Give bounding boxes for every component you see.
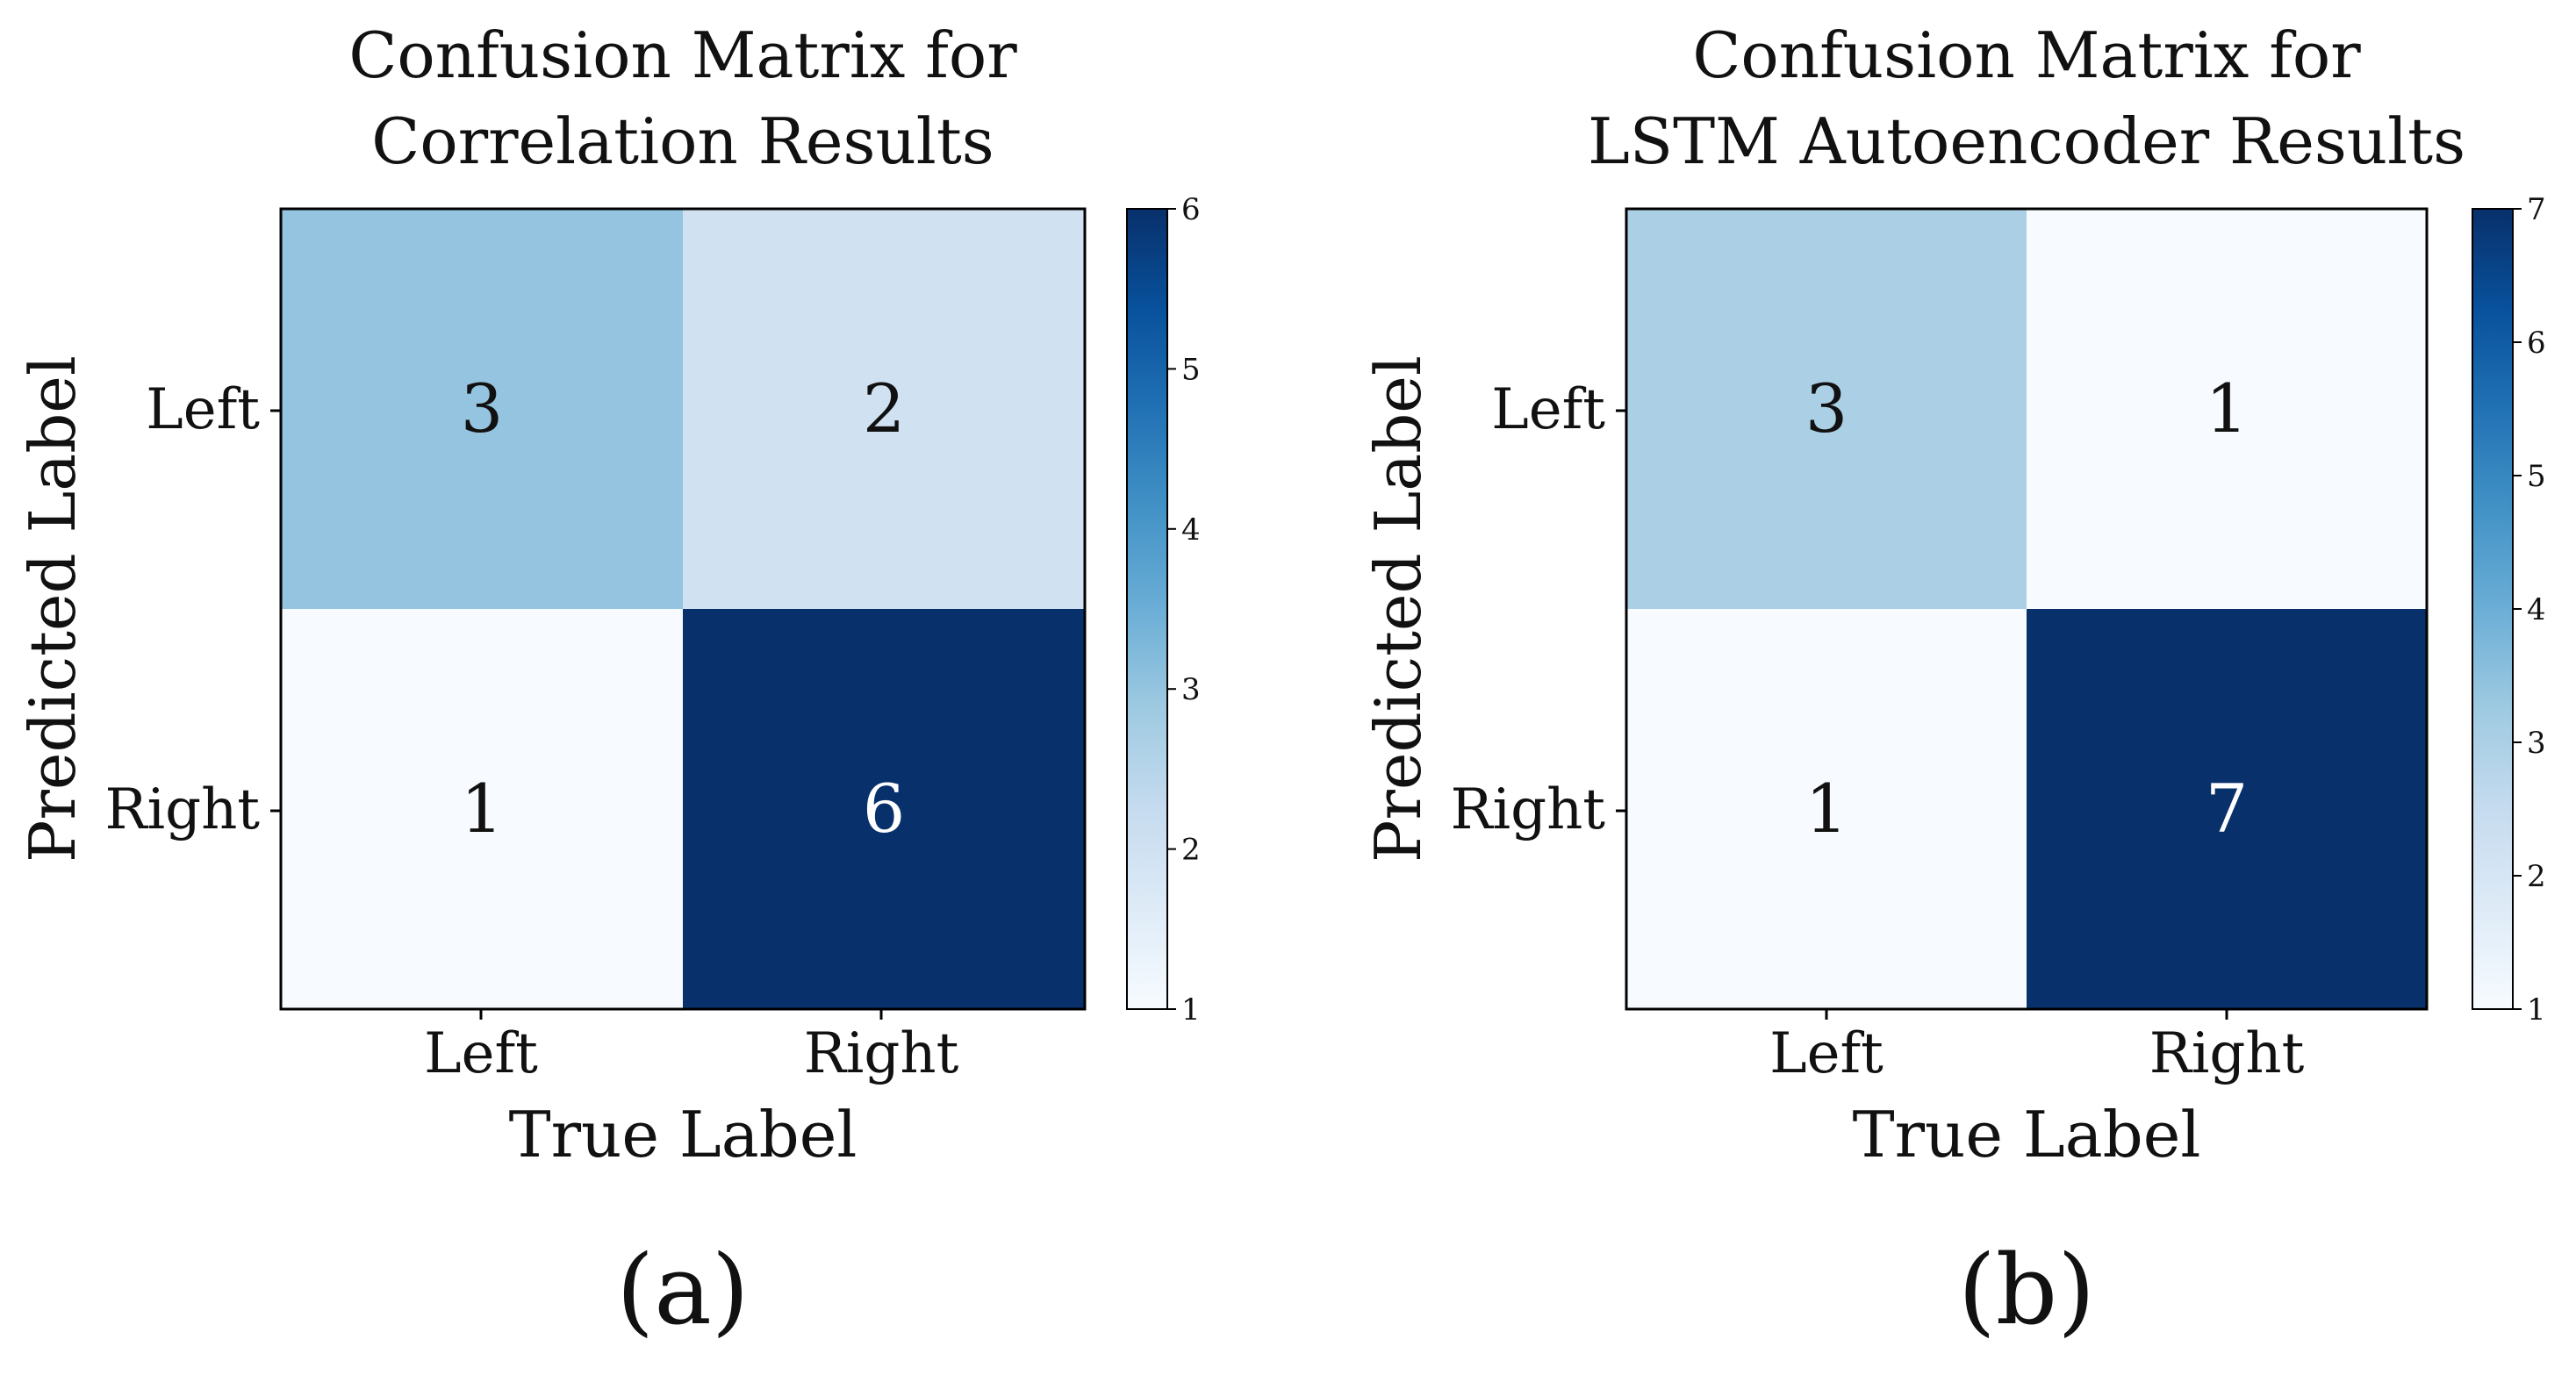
heatmap-cell	[1626, 609, 2027, 1009]
heatmap-cell	[281, 609, 683, 1009]
colorbar	[2472, 208, 2514, 1010]
chart-title-line-1: Confusion Matrix for	[1692, 18, 2361, 92]
chart-title-line-2: Correlation Results	[371, 104, 994, 178]
colorbar	[1126, 208, 1168, 1010]
heatmap-cell	[683, 209, 1085, 609]
chart-title-line-1: Confusion Matrix for	[348, 18, 1017, 92]
chart-title-line-2: LSTM Autoencoder Results	[1588, 104, 2465, 178]
confusion-matrix-panel-a: Confusion Matrix for Correlation Results…	[16, 18, 1201, 1346]
plot-frame	[279, 207, 1087, 1011]
y-axis-label: Predicted Label	[1361, 355, 1435, 863]
colorbar-tick-label: 5	[2527, 459, 2546, 494]
colorbar-tick-label: 3	[2527, 726, 2546, 761]
colorbar-tick-label: 6	[1181, 192, 1201, 227]
colorbar-tick-label: 4	[1181, 512, 1201, 548]
cell-value-label: 1	[1805, 770, 1848, 848]
y-tick-label-right: Right	[1450, 777, 1605, 842]
y-tick-label-left: Left	[146, 377, 260, 442]
y-tick-label-left: Left	[1491, 377, 1605, 442]
colorbar-tick-label: 6	[2527, 326, 2546, 361]
colorbar-tick-label: 2	[1181, 833, 1201, 868]
colorbar-ticks: 1 2 3 4 5 6 7	[2513, 192, 2546, 1028]
y-tick-label-right: Right	[104, 777, 260, 842]
confusion-matrix-panel-b: Confusion Matrix for LSTM Autoencoder Re…	[1361, 18, 2546, 1346]
x-axis-label: True Label	[1853, 1098, 2201, 1171]
colorbar-tick-label: 1	[1181, 992, 1201, 1028]
heatmap-cells: 3 1 1 7	[1626, 209, 2427, 1009]
cell-value-label: 6	[863, 770, 905, 848]
colorbar-tick-label: 5	[1181, 352, 1201, 387]
cell-value-label: 1	[461, 770, 503, 848]
heatmap-cell	[2027, 609, 2427, 1009]
heatmap-cells: 3 2 1 6	[281, 209, 1085, 1009]
colorbar-ticks: 1 2 3 4 5 6	[1167, 192, 1201, 1028]
heatmap-cell	[2027, 209, 2427, 609]
heatmap-cell	[281, 209, 683, 609]
heatmap-cell	[1626, 209, 2027, 609]
cell-value-label: 2	[863, 369, 905, 448]
x-tick-label-left: Left	[424, 1021, 538, 1086]
cell-value-label: 7	[2206, 770, 2248, 848]
heatmap-cell	[683, 609, 1085, 1009]
cell-value-label: 1	[2206, 369, 2248, 448]
panel-label: (a)	[616, 1234, 749, 1346]
cell-value-label: 3	[1805, 369, 1848, 448]
plot-frame	[1625, 207, 2429, 1011]
cell-value-label: 3	[461, 369, 503, 448]
x-axis-label: True Label	[509, 1098, 857, 1171]
x-tick-label-left: Left	[1769, 1021, 1884, 1086]
colorbar-tick-label: 4	[2527, 592, 2546, 627]
y-axis-label: Predicted Label	[16, 355, 90, 863]
colorbar-tick-label: 1	[2527, 992, 2546, 1028]
x-tick-label-right: Right	[2149, 1021, 2305, 1086]
colorbar-tick-label: 7	[2527, 192, 2546, 227]
colorbar-tick-label: 3	[1181, 672, 1201, 707]
x-tick-label-right: Right	[804, 1021, 959, 1086]
colorbar-tick-label: 2	[2527, 859, 2546, 894]
panel-label: (b)	[1958, 1234, 2095, 1346]
